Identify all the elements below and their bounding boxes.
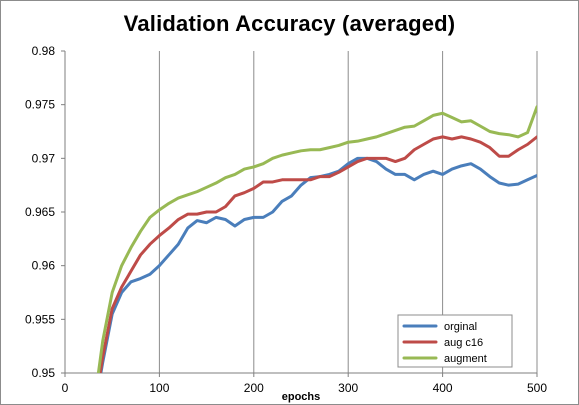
legend-label-augment: augment bbox=[444, 353, 487, 365]
y-tick-label-1: 0.955 bbox=[25, 312, 55, 326]
chart-title: Validation Accuracy (averaged) bbox=[123, 11, 456, 36]
series-line-augment bbox=[96, 105, 537, 373]
legend: orginal aug c16 augment bbox=[397, 314, 513, 368]
x-tick-label-3: 300 bbox=[338, 381, 358, 395]
x-tick-label-4: 400 bbox=[433, 381, 453, 395]
x-tick-label-5: 500 bbox=[527, 381, 547, 395]
y-tick-label-3: 0.965 bbox=[25, 205, 55, 219]
y-tick-label-2: 0.96 bbox=[32, 259, 56, 273]
y-tick-label-4: 0.97 bbox=[32, 151, 56, 165]
legend-label-orginal: orginal bbox=[444, 321, 477, 333]
series-line-aug-c16 bbox=[98, 135, 537, 373]
x-tick-label-2: 200 bbox=[244, 381, 264, 395]
x-axis-title: epochs bbox=[282, 391, 321, 403]
y-tick-label-5: 0.975 bbox=[25, 98, 55, 112]
x-tick-label-1: 100 bbox=[149, 381, 169, 395]
y-tick-label-0: 0.95 bbox=[32, 366, 56, 380]
y-tick-label-6: 0.98 bbox=[32, 44, 56, 58]
legend-label-aug-c16: aug c16 bbox=[444, 337, 483, 349]
x-tick-label-0: 0 bbox=[62, 381, 69, 395]
